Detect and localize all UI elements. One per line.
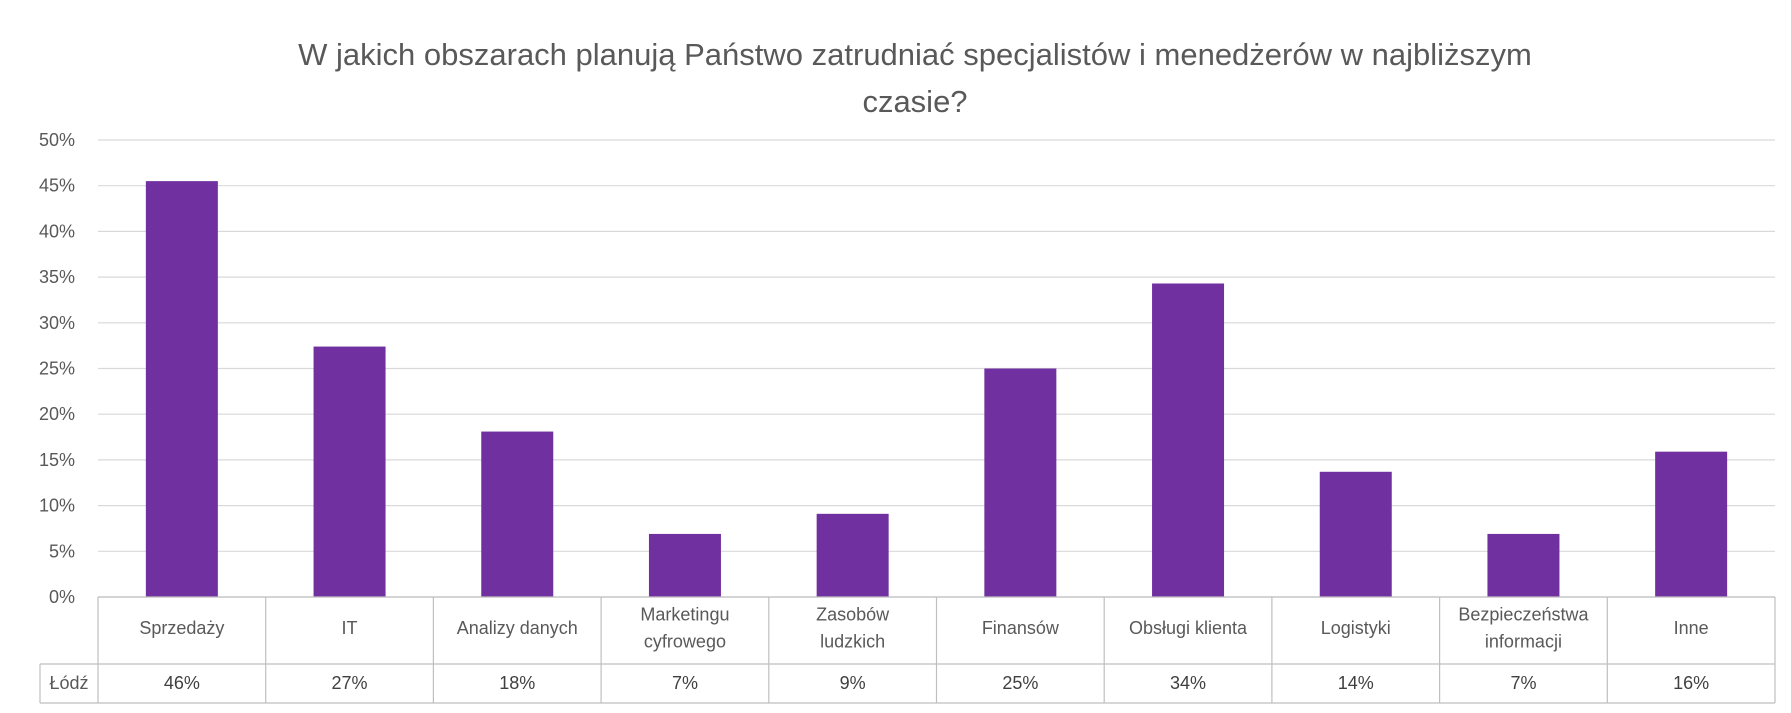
bar	[648, 533, 721, 597]
y-tick-label: 5%	[49, 541, 75, 561]
category-label: Inne	[1674, 618, 1709, 638]
data-label: 34%	[1170, 673, 1206, 693]
y-tick-label: 15%	[39, 450, 75, 470]
bar	[816, 513, 889, 597]
data-label: 14%	[1338, 673, 1374, 693]
y-tick-label: 10%	[39, 496, 75, 516]
category-label: informacji	[1485, 632, 1562, 652]
y-tick-label: 0%	[49, 587, 75, 607]
bar	[984, 368, 1057, 597]
y-tick-label: 35%	[39, 267, 75, 287]
series-name: Łódź	[49, 673, 88, 693]
category-label: Analizy danych	[457, 618, 578, 638]
bar	[1655, 451, 1728, 597]
data-label: 7%	[1510, 673, 1536, 693]
bar	[1319, 471, 1392, 597]
chart-title-line: czasie?	[862, 84, 967, 119]
y-tick-label: 30%	[39, 313, 75, 333]
category-label: cyfrowego	[644, 632, 726, 652]
category-label: Sprzedaży	[139, 618, 224, 638]
y-axis-ticks: 0% 5% 10% 15% 20% 25% 30% 35% 40% 45% 50%	[39, 130, 75, 607]
category-label: Logistyki	[1321, 618, 1391, 638]
category-label: IT	[342, 618, 358, 638]
bars	[145, 181, 1728, 597]
data-label: 46%	[164, 673, 200, 693]
category-label: Finansów	[982, 618, 1060, 638]
data-table: Sprzedaży IT Analizy danych Marketingu cyfro…	[39, 596, 1776, 704]
data-label: 27%	[332, 673, 368, 693]
y-tick-label: 20%	[39, 404, 75, 424]
category-label: Bezpieczeństwa	[1458, 605, 1589, 625]
y-tick-label: 25%	[39, 359, 75, 379]
category-label: Obsługi klienta	[1129, 618, 1248, 638]
y-tick-label: 40%	[39, 221, 75, 241]
chart-title: W jakich obszarach planują Państwo zatru…	[298, 37, 1532, 119]
bar	[1487, 533, 1560, 597]
data-label: 25%	[1002, 673, 1038, 693]
y-tick-label: 45%	[39, 176, 75, 196]
data-label: 16%	[1673, 673, 1709, 693]
y-tick-label: 50%	[39, 130, 75, 150]
category-label: ludzkich	[820, 632, 885, 652]
bar	[145, 181, 218, 597]
chart-title-line: W jakich obszarach planują Państwo zatru…	[298, 37, 1532, 72]
category-label: Marketingu	[640, 605, 729, 625]
category-label: Zasobów	[816, 605, 890, 625]
data-label: 9%	[840, 673, 866, 693]
data-label: 18%	[499, 673, 535, 693]
data-label: 7%	[672, 673, 698, 693]
bar	[1152, 283, 1225, 597]
bar	[313, 346, 386, 597]
bar	[481, 431, 554, 597]
